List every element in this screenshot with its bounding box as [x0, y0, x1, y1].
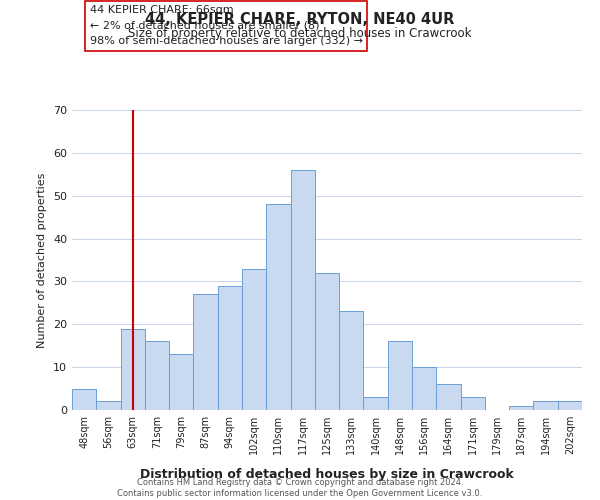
Bar — [558, 402, 582, 410]
Bar — [436, 384, 461, 410]
Bar — [96, 402, 121, 410]
Bar — [193, 294, 218, 410]
Text: Contains HM Land Registry data © Crown copyright and database right 2024.
Contai: Contains HM Land Registry data © Crown c… — [118, 478, 482, 498]
Bar — [412, 367, 436, 410]
Bar — [364, 397, 388, 410]
Bar — [169, 354, 193, 410]
Bar — [388, 342, 412, 410]
Text: 44 KEPIER CHARE: 66sqm
← 2% of detached houses are smaller (8)
98% of semi-detac: 44 KEPIER CHARE: 66sqm ← 2% of detached … — [90, 5, 363, 46]
Bar — [145, 342, 169, 410]
Bar — [266, 204, 290, 410]
Bar — [533, 402, 558, 410]
Bar — [121, 328, 145, 410]
Bar — [509, 406, 533, 410]
Bar — [218, 286, 242, 410]
Text: 44, KEPIER CHARE, RYTON, NE40 4UR: 44, KEPIER CHARE, RYTON, NE40 4UR — [145, 12, 455, 28]
Bar — [339, 312, 364, 410]
Bar — [72, 388, 96, 410]
Bar — [242, 268, 266, 410]
X-axis label: Distribution of detached houses by size in Crawcrook: Distribution of detached houses by size … — [140, 468, 514, 481]
Y-axis label: Number of detached properties: Number of detached properties — [37, 172, 47, 348]
Text: Size of property relative to detached houses in Crawcrook: Size of property relative to detached ho… — [128, 28, 472, 40]
Bar — [315, 273, 339, 410]
Bar — [290, 170, 315, 410]
Bar — [461, 397, 485, 410]
